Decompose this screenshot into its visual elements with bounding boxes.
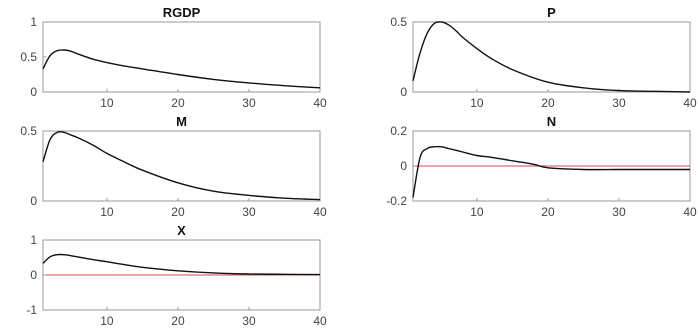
panel-x: 10 20 30 40 -1 0 1 X: [26, 223, 327, 328]
y-tick-label-m-0: 0: [30, 194, 37, 208]
panel-n: 10 20 30 40 -0.2 0 0.2 N: [386, 114, 697, 219]
x-tick-label-m-20: 20: [171, 205, 185, 219]
y-tick-label-p-0: 0: [400, 85, 407, 99]
axes-box-m: [42, 130, 321, 202]
x-tick-label-p-20: 20: [541, 96, 555, 110]
series-line-x-0: [42, 253, 321, 276]
x-tick-label-rgdp-10: 10: [100, 96, 114, 110]
x-tick-label-rgdp-20: 20: [171, 96, 185, 110]
y-tick-label-x-0: 0: [30, 268, 37, 282]
x-tick-label-m-40: 40: [313, 205, 327, 219]
x-tick-label-x-10: 10: [100, 314, 114, 328]
panel-title-p: P: [547, 5, 556, 20]
x-tick-label-p-40: 40: [683, 96, 697, 110]
panel-title-rgdp: RGDP: [163, 5, 201, 20]
x-tick-label-x-20: 20: [171, 314, 185, 328]
x-tick-label-m-10: 10: [100, 205, 114, 219]
y-tick-label-rgdp-0-5: 0.5: [20, 50, 37, 64]
y-tick-label-x-1: 1: [30, 233, 37, 247]
y-tick-label-n-0-2: 0.2: [390, 124, 407, 138]
series-line-rgdp-0: [42, 49, 321, 89]
panel-title-n: N: [547, 114, 556, 129]
x-tick-label-n-40: 40: [683, 205, 697, 219]
y-tick-label-m-0-5: 0.5: [20, 124, 37, 138]
x-tick-label-p-10: 10: [470, 96, 484, 110]
x-tick-label-p-30: 30: [612, 96, 626, 110]
series-line-p-0: [412, 21, 691, 93]
x-tick-label-n-20: 20: [541, 205, 555, 219]
y-tick-label-rgdp-1: 1: [30, 15, 37, 29]
x-tick-label-n-30: 30: [612, 205, 626, 219]
panel-title-x: X: [177, 223, 186, 238]
panel-rgdp: 10 20 30 40 0 0.5 1 RGDP: [20, 5, 327, 110]
x-tick-label-n-10: 10: [470, 205, 484, 219]
panel-m: 10 20 30 40 0 0.5 M: [20, 114, 327, 219]
series-line-n-0: [412, 145, 690, 198]
series-line-m-0: [42, 131, 321, 201]
x-tick-label-x-40: 40: [313, 314, 327, 328]
panel-p: 10 20 30 40 0 0.5 P: [390, 5, 697, 110]
panel-title-m: M: [176, 114, 187, 129]
y-tick-label-p-0-5: 0.5: [390, 15, 407, 29]
axes-box-p: [412, 21, 691, 93]
x-tick-label-rgdp-30: 30: [242, 96, 256, 110]
y-tick-label-n-0: 0: [400, 159, 407, 173]
x-tick-label-m-30: 30: [242, 205, 256, 219]
y-tick-label-n--0-2: -0.2: [386, 194, 407, 208]
y-tick-label-x--1: -1: [26, 303, 37, 317]
x-tick-label-x-30: 30: [242, 314, 256, 328]
y-tick-label-rgdp-0: 0: [30, 85, 37, 99]
x-tick-label-rgdp-40: 40: [313, 96, 327, 110]
